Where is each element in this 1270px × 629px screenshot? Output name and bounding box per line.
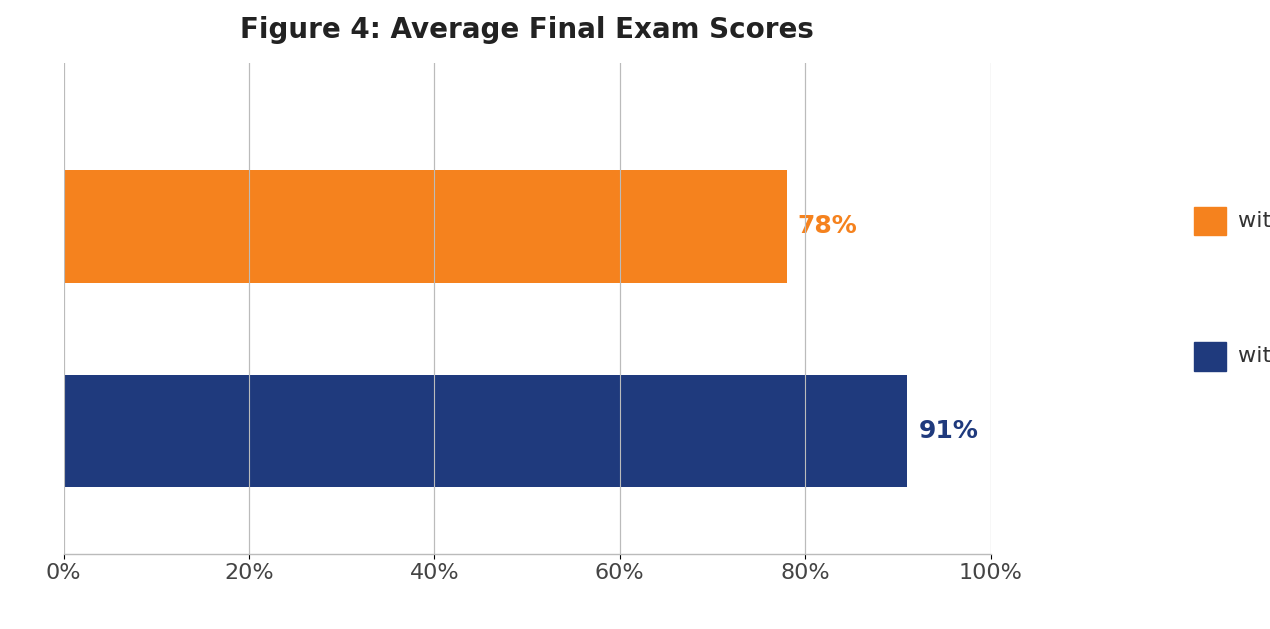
Text: with: with: [1238, 347, 1270, 366]
Text: without: without: [1238, 211, 1270, 231]
Text: 78%: 78%: [798, 214, 857, 238]
Bar: [64, 170, 786, 282]
Bar: [64, 375, 907, 487]
Text: 91%: 91%: [918, 419, 978, 443]
Title: Figure 4: Average Final Exam Scores: Figure 4: Average Final Exam Scores: [240, 16, 814, 44]
